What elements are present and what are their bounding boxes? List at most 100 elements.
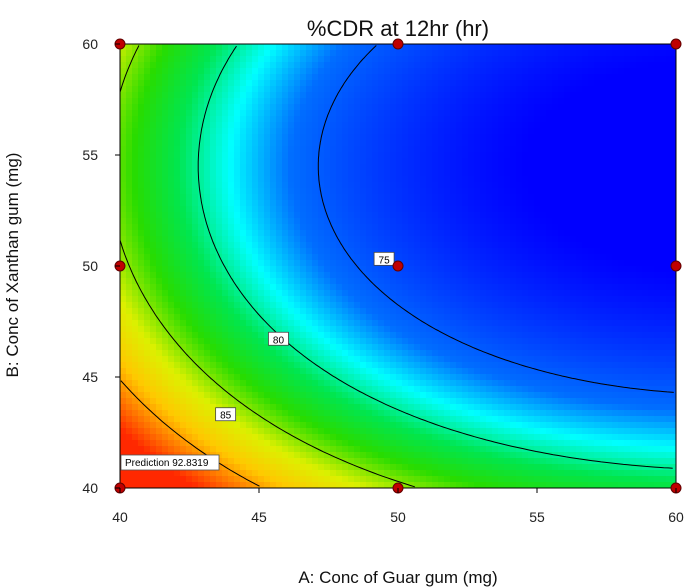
heatmap-cell [336, 278, 343, 285]
heatmap-cell [372, 272, 379, 279]
heatmap-cell [444, 86, 451, 93]
heatmap-cell [402, 158, 409, 165]
heatmap-cell [522, 224, 529, 231]
heatmap-cell [504, 272, 511, 279]
heatmap-cell [426, 134, 433, 141]
heatmap-cell [444, 50, 451, 57]
heatmap-cell [456, 110, 463, 117]
heatmap-cell [396, 164, 403, 171]
heatmap-cell [432, 140, 439, 147]
heatmap-cell [450, 218, 457, 225]
heatmap-cell [504, 62, 511, 69]
heatmap-cell [132, 314, 139, 321]
heatmap-cell [444, 410, 451, 417]
chart-title: %CDR at 12hr (hr) [307, 16, 489, 41]
heatmap-cell [204, 290, 211, 297]
heatmap-cell [456, 68, 463, 75]
heatmap-cell [480, 314, 487, 321]
heatmap-cell [438, 272, 445, 279]
heatmap-cell [354, 464, 361, 471]
heatmap-cell [126, 254, 133, 261]
heatmap-cell [378, 446, 385, 453]
heatmap-cell [504, 212, 511, 219]
heatmap-cell [156, 470, 163, 477]
heatmap-cell [138, 224, 145, 231]
heatmap-cell [162, 62, 169, 69]
heatmap-cell [342, 326, 349, 333]
heatmap-cell [378, 146, 385, 153]
heatmap-cell [204, 176, 211, 183]
heatmap-cell [138, 86, 145, 93]
heatmap-cell [294, 98, 301, 105]
heatmap-cell [312, 398, 319, 405]
heatmap-cell [366, 290, 373, 297]
heatmap-cell [234, 56, 241, 63]
heatmap-cell [492, 284, 499, 291]
heatmap-cell [414, 374, 421, 381]
heatmap-cell [360, 302, 367, 309]
heatmap-cell [228, 254, 235, 261]
heatmap-cell [312, 134, 319, 141]
heatmap-cell [420, 248, 427, 255]
heatmap-cell [492, 116, 499, 123]
heatmap-cell [222, 236, 229, 243]
heatmap-cell [468, 68, 475, 75]
heatmap-cell [234, 440, 241, 447]
heatmap-cell [492, 170, 499, 177]
heatmap-cell [312, 422, 319, 429]
heatmap-cell [264, 92, 271, 99]
heatmap-cell [438, 482, 445, 489]
heatmap-cell [228, 344, 235, 351]
heatmap-cell [204, 110, 211, 117]
heatmap-cell [318, 50, 325, 57]
heatmap-cell [336, 188, 343, 195]
heatmap-cell [342, 68, 349, 75]
heatmap-cell [276, 422, 283, 429]
heatmap-cell [240, 200, 247, 207]
heatmap-cell [288, 416, 295, 423]
heatmap-cell [342, 368, 349, 375]
heatmap-cell [462, 254, 469, 261]
heatmap-cell [324, 470, 331, 477]
heatmap-cell [294, 278, 301, 285]
heatmap-cell [288, 116, 295, 123]
heatmap-cell [168, 482, 175, 489]
heatmap-cell [498, 98, 505, 105]
heatmap-cell [366, 158, 373, 165]
heatmap-cell [258, 284, 265, 291]
heatmap-cell [186, 50, 193, 57]
heatmap-cell [348, 386, 355, 393]
heatmap-cell [144, 230, 151, 237]
heatmap-cell [132, 116, 139, 123]
heatmap-cell [186, 386, 193, 393]
heatmap-cell [420, 308, 427, 315]
heatmap-cell [462, 182, 469, 189]
heatmap-cell [246, 458, 253, 465]
heatmap-cell [462, 194, 469, 201]
heatmap-cell [342, 284, 349, 291]
heatmap-cell [516, 80, 523, 87]
heatmap-cell [474, 182, 481, 189]
heatmap-cell [324, 206, 331, 213]
heatmap-cell [144, 80, 151, 87]
heatmap-cell [138, 326, 145, 333]
heatmap-cell [282, 470, 289, 477]
heatmap-cell [288, 236, 295, 243]
heatmap-cell [372, 122, 379, 129]
heatmap-cell [390, 302, 397, 309]
heatmap-cell [444, 350, 451, 357]
heatmap-cell [174, 176, 181, 183]
heatmap-cell [300, 218, 307, 225]
heatmap-cell [342, 254, 349, 261]
heatmap-cell [228, 116, 235, 123]
heatmap-cell [312, 272, 319, 279]
heatmap-cell [420, 152, 427, 159]
heatmap-cell [360, 314, 367, 321]
heatmap-cell [306, 62, 313, 69]
heatmap-cell [330, 350, 337, 357]
heatmap-cell [270, 242, 277, 249]
heatmap-cell [240, 44, 247, 51]
heatmap-cell [138, 68, 145, 75]
heatmap-cell [492, 338, 499, 345]
